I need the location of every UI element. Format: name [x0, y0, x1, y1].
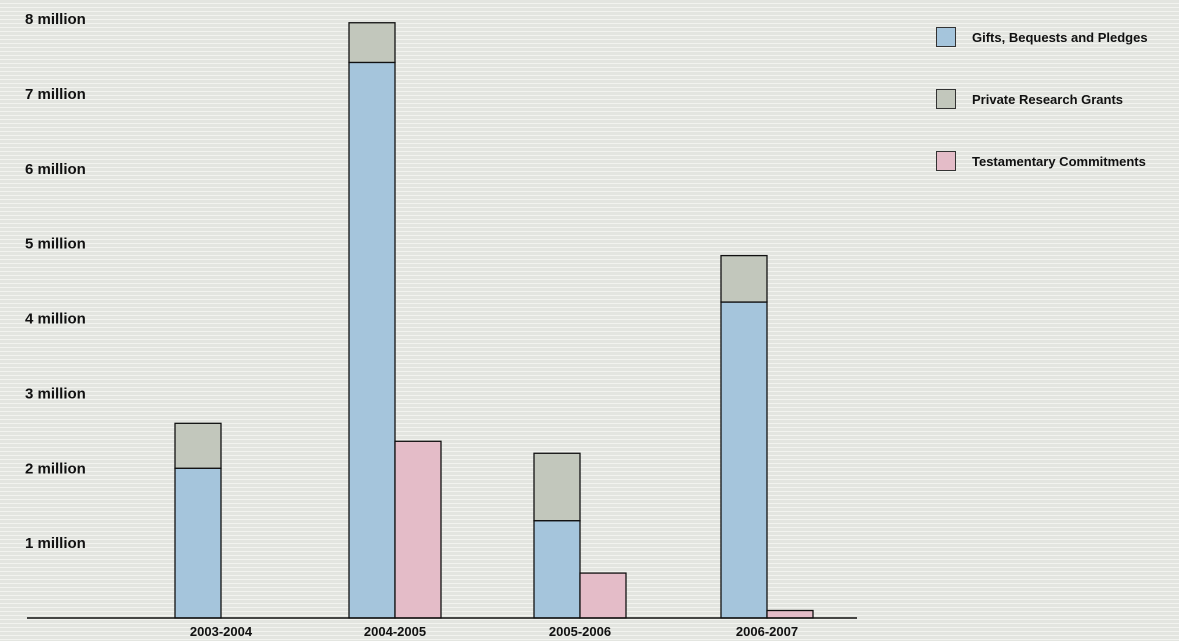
legend-label: Testamentary Commitments [972, 153, 1146, 169]
legend-label: Gifts, Bequests and Pledges [972, 29, 1148, 45]
x-tick-label: 2004-2005 [364, 624, 426, 639]
bar-2004-2005-series-0 [348, 61, 396, 619]
y-axis-ticks: 1 million 2 million 3 million 4 million 5 mi… [25, 11, 86, 552]
x-tick-label: 2003-2004 [190, 624, 253, 639]
legend-swatch [936, 89, 956, 109]
bar-2006-2007-series-2 [766, 609, 814, 619]
legend-label: Private Research Grants [972, 91, 1124, 107]
bar-2005-2006-series-1 [533, 452, 581, 522]
legend-item: Testamentary Commitments [936, 151, 1148, 171]
bar-2005-2006-series-0 [533, 520, 581, 619]
y-tick-label: 7 million [25, 86, 86, 103]
bar-2004-2005-series-1 [348, 22, 396, 64]
y-tick-label: 6 million [25, 161, 86, 178]
y-tick-label: 3 million [25, 385, 86, 402]
y-tick-label: 4 million [25, 311, 86, 328]
y-tick-label: 1 million [25, 535, 86, 552]
x-axis-ticks: 2003-2004 2004-2005 2005-2006 2006-2007 [190, 624, 798, 639]
bar-2003-2004-series-0 [174, 467, 222, 619]
bar-2006-2007-series-0 [720, 301, 768, 619]
bar-2003-2004-series-1 [174, 422, 222, 469]
legend-item: Private Research Grants [936, 89, 1148, 109]
y-tick-label: 8 million [25, 11, 86, 28]
y-tick-label: 2 million [25, 460, 86, 477]
y-tick-label: 5 million [25, 236, 86, 253]
legend-swatch [936, 151, 956, 171]
legend-item: Gifts, Bequests and Pledges [936, 27, 1148, 47]
bar-2005-2006-series-2 [579, 572, 627, 619]
x-tick-label: 2006-2007 [736, 624, 798, 639]
bar-2004-2005-series-2 [394, 440, 442, 619]
x-tick-label: 2005-2006 [549, 624, 611, 639]
chart-legend: Gifts, Bequests and Pledges Private Resea… [936, 27, 1148, 213]
chart-bars [174, 22, 814, 619]
legend-swatch [936, 27, 956, 47]
bar-2006-2007-series-1 [720, 254, 768, 303]
